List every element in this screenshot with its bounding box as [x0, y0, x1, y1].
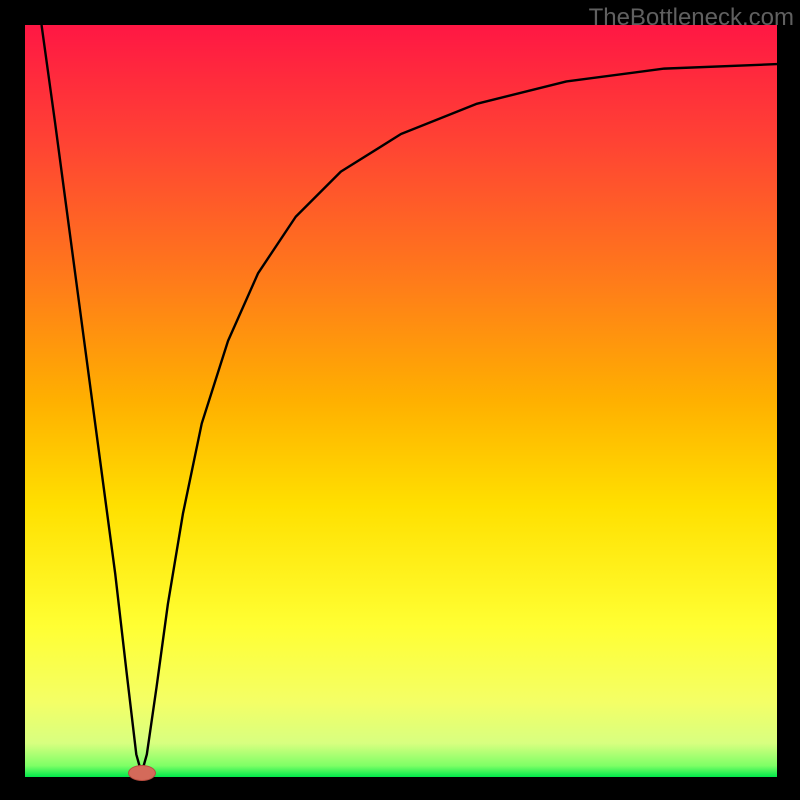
heatmap-gradient [25, 25, 777, 777]
optimum-marker [128, 765, 156, 781]
chart-stage: TheBottleneck.com [0, 0, 800, 800]
watermark-text: TheBottleneck.com [589, 4, 794, 32]
